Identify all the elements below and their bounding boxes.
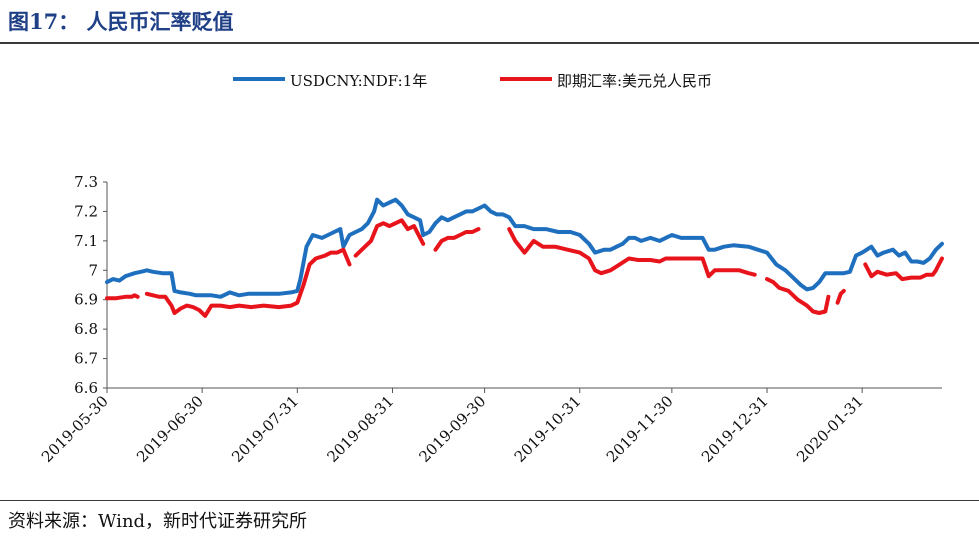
y-tick-label: 7 <box>88 261 98 279</box>
y-tick-label: 6.6 <box>74 379 98 397</box>
x-tick-label: 2019-10-31 <box>511 392 585 466</box>
y-tick-label: 6.9 <box>74 291 98 309</box>
y-tick-label: 7.3 <box>74 173 98 191</box>
y-tick-label: 6.8 <box>74 320 98 338</box>
footer-divider <box>0 500 979 501</box>
y-tick-label: 6.7 <box>74 350 98 368</box>
series-line-spot <box>507 227 757 279</box>
y-tick-label: 7.1 <box>74 232 98 250</box>
source-note: 资料来源：Wind，新时代证券研究所 <box>8 511 308 532</box>
x-tick-label: 2019-06-30 <box>133 392 207 466</box>
series-line-ndf <box>105 197 944 299</box>
legend: USDCNY:NDF:1年 即期汇率:美元兑人民币 <box>233 72 712 90</box>
legend-label-spot: 即期汇率:美元兑人民币 <box>557 72 712 90</box>
x-tick-label: 2019-12-31 <box>698 392 772 466</box>
title-divider <box>0 42 979 44</box>
series-line-spot <box>105 293 140 301</box>
series-line-spot <box>144 247 352 318</box>
x-tick-label: 2020-01-31 <box>793 392 867 466</box>
series-line-spot <box>765 277 831 315</box>
x-tick-label: 2019-07-31 <box>228 392 302 466</box>
exchange-rate-chart: USDCNY:NDF:1年 即期汇率:美元兑人民币 6.6 6.7 6.8 6.9 7 7… <box>38 72 944 466</box>
series-lines <box>105 197 944 318</box>
series-line-spot <box>353 218 426 258</box>
x-tick-label: 2019-05-30 <box>38 392 112 466</box>
x-tick-label: 2019-09-30 <box>416 392 490 466</box>
x-tick-label: 2019-11-30 <box>603 392 677 466</box>
x-tick-label: 2019-08-31 <box>323 392 397 466</box>
figure-title: 图17： 人民币汇率贬值 <box>8 9 234 34</box>
series-line-spot <box>433 227 481 252</box>
series-line-spot <box>835 288 846 305</box>
axes: 6.6 6.7 6.8 6.9 7 7.1 7.2 7.3 2019-05-30 2019-06-… <box>38 173 942 466</box>
legend-label-ndf: USDCNY:NDF:1年 <box>290 72 427 90</box>
y-tick-label: 7.2 <box>74 202 98 220</box>
series-line-spot <box>863 256 944 282</box>
